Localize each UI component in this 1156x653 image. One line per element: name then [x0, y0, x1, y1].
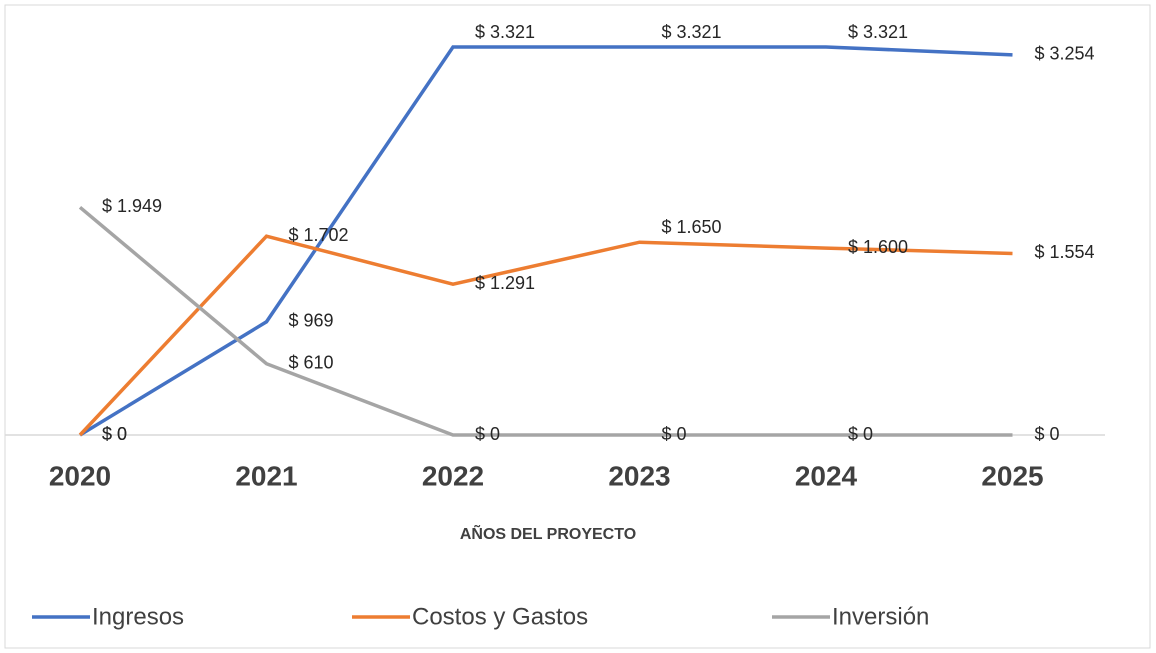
legend-label: Inversión	[832, 603, 929, 630]
x-tick-label: 2021	[235, 460, 297, 491]
x-tick-label: 2022	[422, 460, 484, 491]
data-label: $ 3.254	[1035, 44, 1095, 64]
series-line	[78, 234, 1013, 437]
x-tick-label: 2024	[795, 460, 858, 491]
data-label: $ 1.650	[662, 217, 722, 237]
data-label: $ 1.291	[475, 273, 535, 293]
data-label: $ 1.554	[1035, 242, 1095, 262]
x-axis-title: AÑOS DEL PROYECTO	[460, 523, 636, 543]
data-label: $ 1.702	[289, 225, 349, 245]
series-line	[78, 205, 1013, 437]
legend-label: Costos y Gastos	[412, 603, 588, 630]
x-tick-label: 2020	[49, 460, 111, 491]
series-line	[79, 45, 1013, 437]
data-label: $ 3.321	[475, 22, 535, 42]
data-label: $ 1.600	[848, 237, 908, 257]
data-label: $ 0	[662, 424, 687, 444]
chart-border	[4, 4, 1151, 649]
x-tick-label: 2025	[981, 460, 1043, 491]
data-label: $ 1.949	[102, 196, 162, 216]
data-label: $ 3.321	[848, 22, 908, 42]
data-label: $ 3.321	[662, 22, 722, 42]
data-label: $ 610	[289, 352, 334, 372]
legend-label: Ingresos	[92, 603, 184, 630]
data-label: $ 0	[848, 424, 873, 444]
data-label: $ 0	[475, 424, 500, 444]
x-tick-label: 2023	[608, 460, 670, 491]
data-label: $ 0	[1035, 424, 1060, 444]
data-label: $ 969	[289, 311, 334, 331]
data-label: $ 0	[102, 424, 127, 444]
data-label: $ 0	[102, 424, 127, 444]
